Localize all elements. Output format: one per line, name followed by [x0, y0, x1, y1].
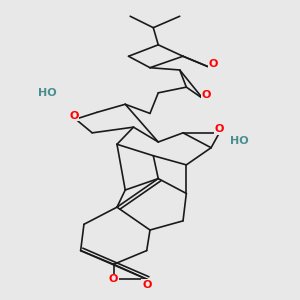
Text: O: O: [208, 59, 218, 69]
Text: O: O: [215, 124, 224, 134]
Text: O: O: [69, 111, 79, 121]
Text: HO: HO: [230, 136, 248, 146]
Text: O: O: [142, 280, 152, 290]
Text: O: O: [202, 90, 211, 100]
Text: HO: HO: [38, 88, 57, 98]
Text: O: O: [109, 274, 118, 284]
